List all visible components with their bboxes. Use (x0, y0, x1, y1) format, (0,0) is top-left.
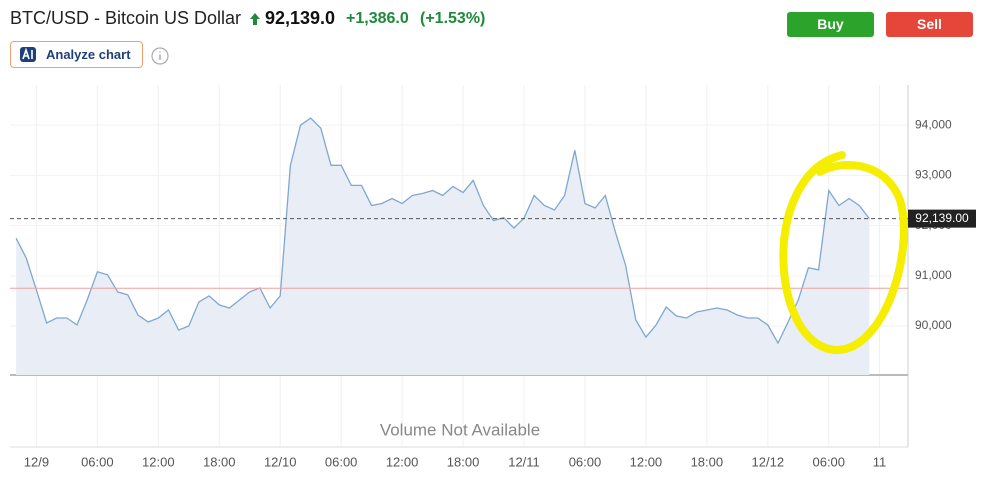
y-tick-label: 92,000 (915, 218, 952, 232)
price-area (16, 118, 870, 375)
x-tick-label: 18:00 (691, 454, 724, 469)
x-tick-label: 12:00 (386, 454, 419, 469)
y-tick-label: 93,000 (915, 168, 952, 182)
x-tick-label: 12:00 (630, 454, 663, 469)
x-tick-label: 12/11 (508, 454, 540, 469)
x-tick-label: 18:00 (203, 454, 236, 469)
watermark-name: Investing (26, 326, 131, 353)
x-tick-label: 06:00 (569, 454, 602, 469)
symbol: BTC/USD - Bitcoin US Dollar (10, 8, 242, 28)
last-price-tag (908, 209, 976, 228)
volume-note: Volume Not Available (380, 420, 540, 439)
last-price-label: 92,139.00 (915, 211, 969, 225)
watermark-suffix: .com (131, 330, 170, 350)
change: +1,386.0 (346, 10, 409, 27)
highlight (779, 151, 908, 355)
info-icon[interactable] (150, 46, 170, 66)
buy-button[interactable]: Buy (787, 12, 874, 37)
price: 92,139.0 (265, 8, 336, 28)
x-tick-label: 12/9 (24, 454, 49, 469)
analyze-label: Analyze chart (46, 47, 131, 62)
x-tick-label: 06:00 (325, 454, 358, 469)
y-tick-label: 90,000 (915, 318, 952, 332)
x-tick-label: 12/12 (752, 454, 785, 469)
change-pct: (+1.53%) (420, 10, 486, 27)
x-tick-label: 18:00 (447, 454, 480, 469)
up-arrow (250, 13, 260, 25)
ai-icon (20, 47, 36, 62)
x-tick-label: 12:00 (142, 454, 175, 469)
x-tick-label: 06:00 (812, 454, 845, 469)
price-line (15, 117, 870, 345)
watermark: Investing.com (26, 326, 170, 353)
analyze-button[interactable]: Analyze chart (10, 41, 143, 68)
y-tick-label: 94,000 (915, 117, 952, 131)
x-tick-label: 06:00 (81, 454, 114, 469)
x-tick-label: 12/10 (264, 454, 297, 469)
y-tick-label: 91,000 (915, 268, 952, 282)
sell-button[interactable]: Sell (886, 12, 973, 37)
x-tick-label: 11 (873, 454, 887, 469)
